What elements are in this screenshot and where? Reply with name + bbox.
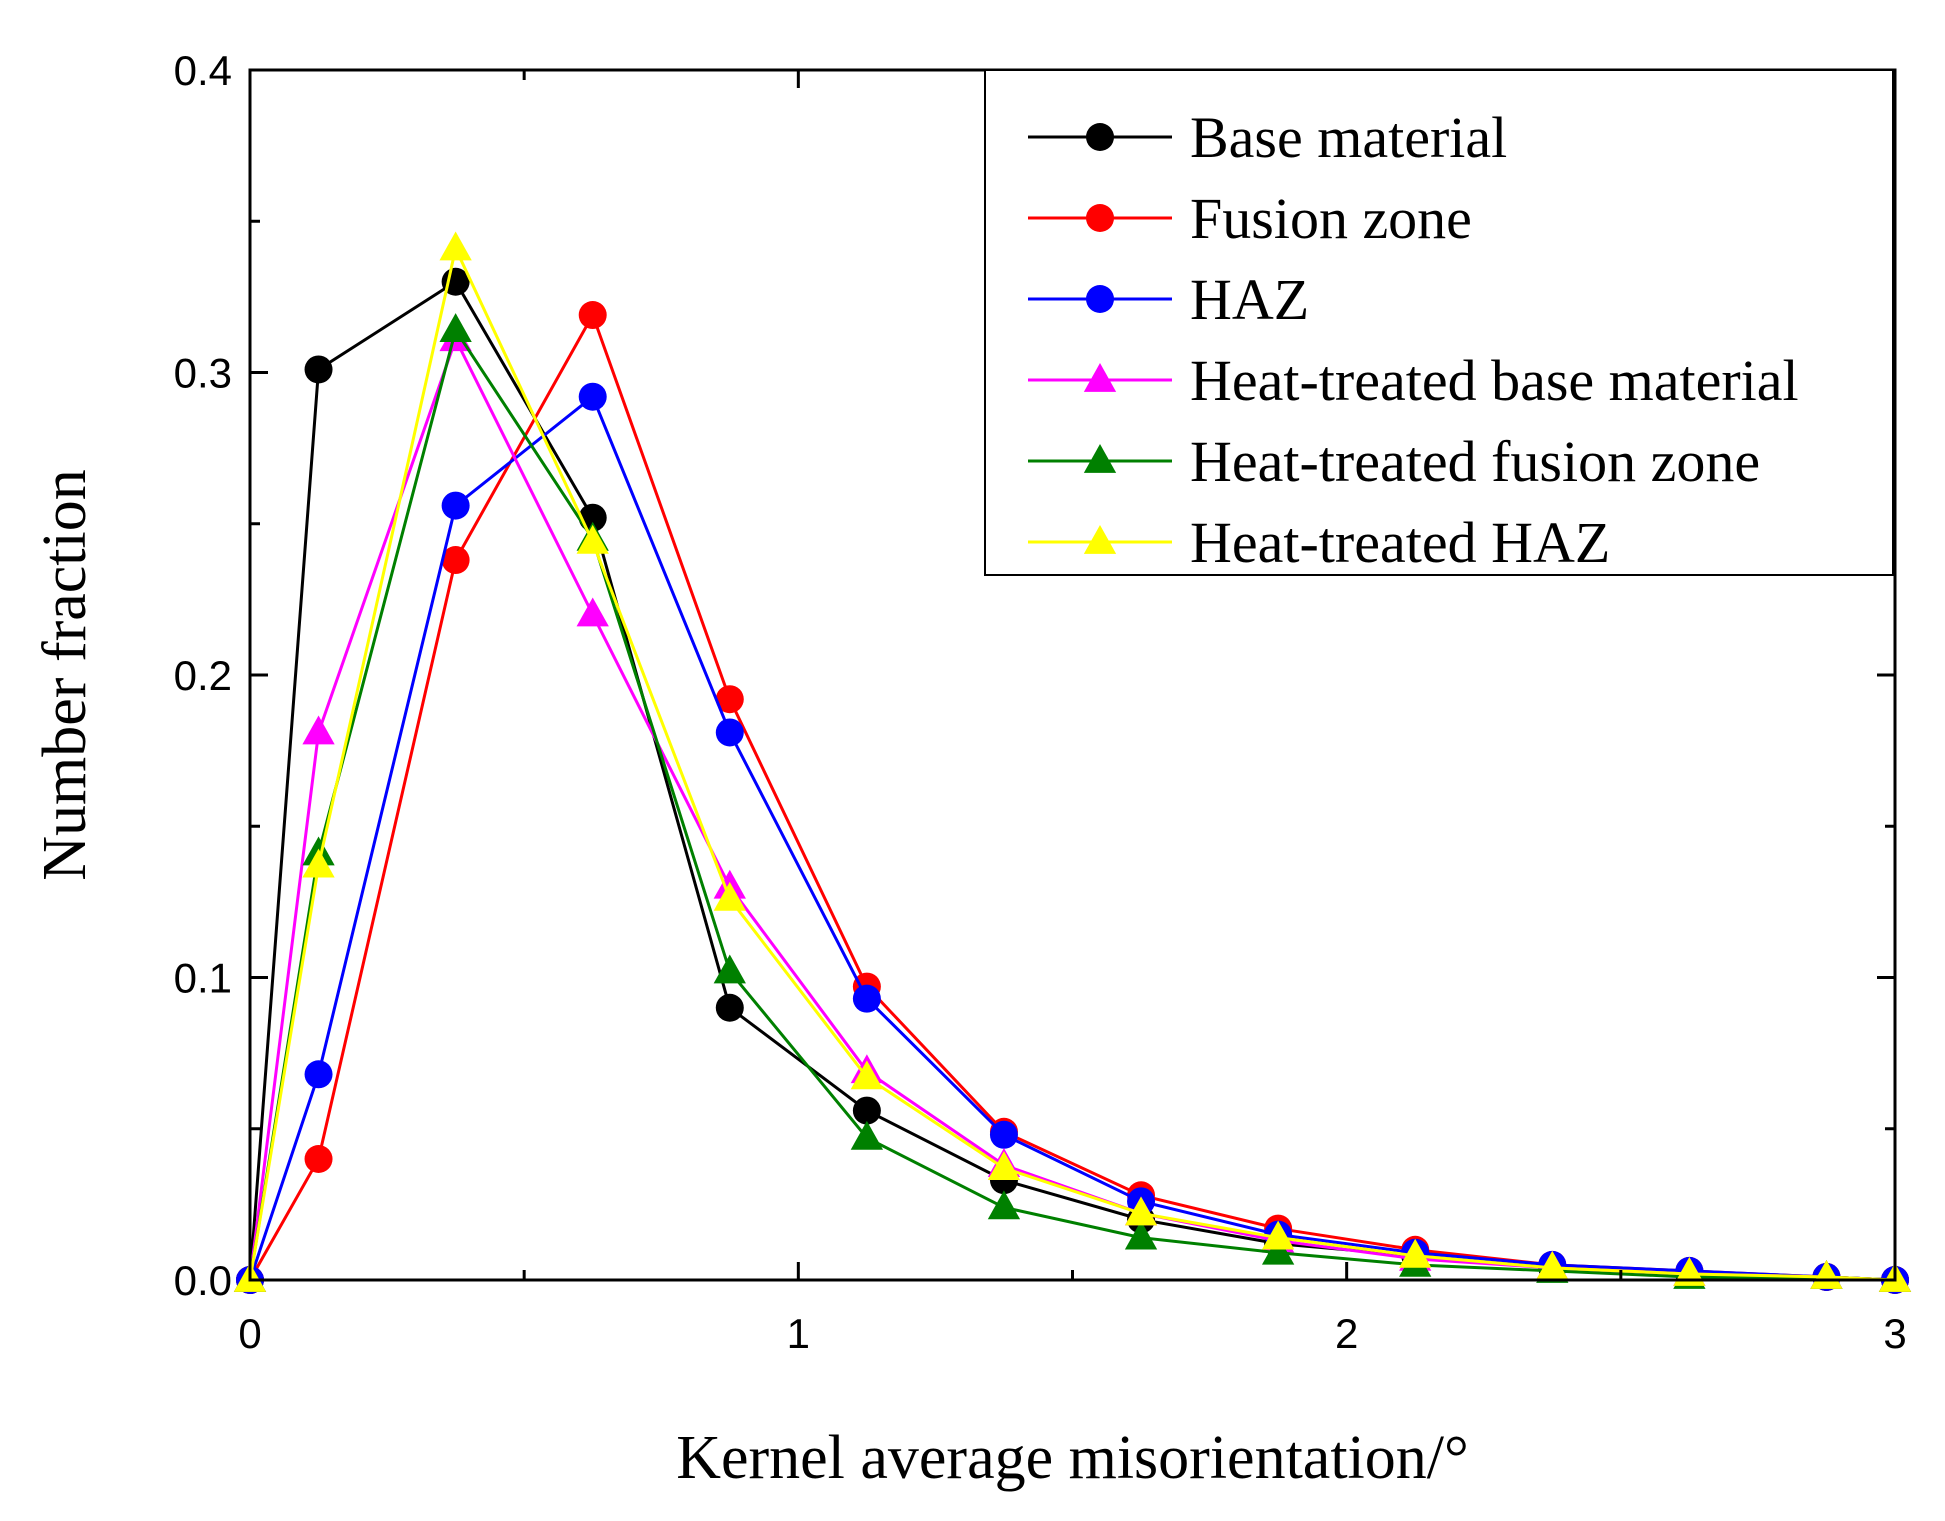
axis-ticks: 0 1 2 3 0.0 0.1 0.2 0.3 0.4 (174, 47, 1907, 1357)
legend-item-fusion-zone: Fusion zone (1028, 186, 1472, 251)
legend-label: Heat-treated fusion zone (1190, 429, 1760, 494)
legend-box (984, 69, 1894, 576)
legend-swatch-marker (1086, 204, 1114, 232)
data-point (850, 1120, 884, 1150)
legend-swatch-marker (1083, 444, 1117, 473)
series-line-haz (248, 394, 1896, 1282)
legend-label: Fusion zone (1190, 186, 1472, 251)
y-tick-label: 0.4 (174, 47, 232, 94)
data-point (1261, 1235, 1295, 1265)
data-point (1810, 1259, 1843, 1289)
data-point (576, 597, 609, 627)
data-point (441, 491, 470, 520)
legend-item-haz: HAZ (1028, 267, 1309, 332)
legend-swatch-marker (1083, 363, 1117, 392)
y-tick-label: 0.1 (174, 955, 232, 1002)
legend-label: HAZ (1190, 267, 1309, 332)
x-tick-label: 0 (238, 1310, 261, 1357)
legend-label: Heat-treated base material (1190, 348, 1799, 413)
series-line-heat-treated-haz (248, 243, 1896, 1282)
series-heat-treated-haz (233, 231, 1912, 1292)
data-point (852, 1096, 881, 1125)
data-point (304, 355, 333, 384)
data-point (1399, 1238, 1432, 1268)
data-point (1124, 1196, 1158, 1226)
legend-swatch-marker (1083, 525, 1117, 554)
data-point (304, 1060, 333, 1089)
series-line-heat-treated-fusion-zone (248, 326, 1896, 1282)
legend-label: Heat-treated HAZ (1190, 510, 1610, 575)
data-point (304, 1145, 333, 1173)
data-point (302, 715, 335, 745)
legend: Base material Fusion zone HAZ Heat-treated … (984, 69, 1894, 576)
legend-item-heat-treated-fusion-zone: Heat-treated fusion zone (1028, 429, 1760, 494)
x-tick-label: 2 (1335, 1310, 1358, 1357)
legend-swatch-marker (1086, 285, 1114, 313)
x-tick-label: 3 (1883, 1310, 1906, 1357)
data-point (715, 685, 744, 714)
data-point (852, 984, 881, 1013)
data-point (987, 1151, 1021, 1180)
y-tick-label: 0.0 (174, 1257, 232, 1304)
data-point (850, 1060, 884, 1090)
y-tick-label: 0.2 (174, 652, 232, 699)
data-point (987, 1190, 1021, 1220)
data-point (578, 301, 607, 330)
data-point (1536, 1250, 1569, 1280)
data-point (1261, 1220, 1295, 1250)
data-point (441, 546, 470, 575)
legend-item-base-material: Base material (1028, 105, 1507, 170)
legend-swatch-marker (1086, 123, 1114, 151)
data-point (302, 848, 335, 878)
data-point (439, 313, 472, 343)
data-point (1124, 1220, 1158, 1250)
x-tick-label: 1 (787, 1310, 810, 1357)
data-point (576, 524, 609, 554)
data-point (715, 718, 744, 747)
legend-label: Base material (1190, 105, 1507, 170)
y-tick-label: 0.3 (174, 350, 232, 397)
y-axis-title: Number fraction (31, 469, 99, 880)
data-point (439, 231, 472, 261)
legend-item-heat-treated-base-material: Heat-treated base material (1028, 348, 1799, 413)
data-point (713, 881, 746, 911)
legend-item-heat-treated-haz: Heat-treated HAZ (1028, 510, 1610, 575)
data-point (715, 993, 744, 1022)
data-point (989, 1120, 1018, 1149)
data-point (578, 382, 607, 411)
x-axis-title: Kernel average misorientation/° (676, 1424, 1469, 1492)
data-point (713, 954, 746, 984)
